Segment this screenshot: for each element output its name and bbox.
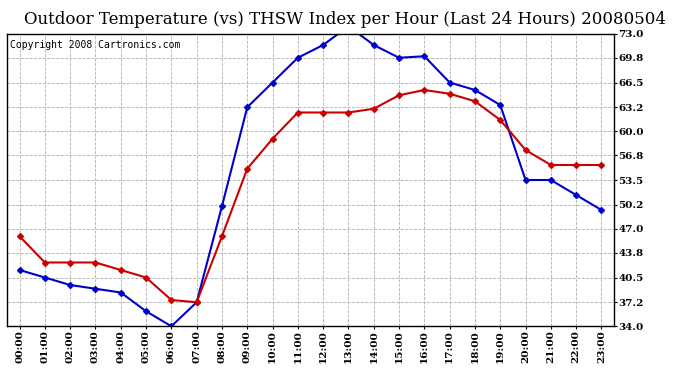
Text: Copyright 2008 Cartronics.com: Copyright 2008 Cartronics.com bbox=[10, 40, 180, 50]
Text: Outdoor Temperature (vs) THSW Index per Hour (Last 24 Hours) 20080504: Outdoor Temperature (vs) THSW Index per … bbox=[24, 11, 666, 28]
